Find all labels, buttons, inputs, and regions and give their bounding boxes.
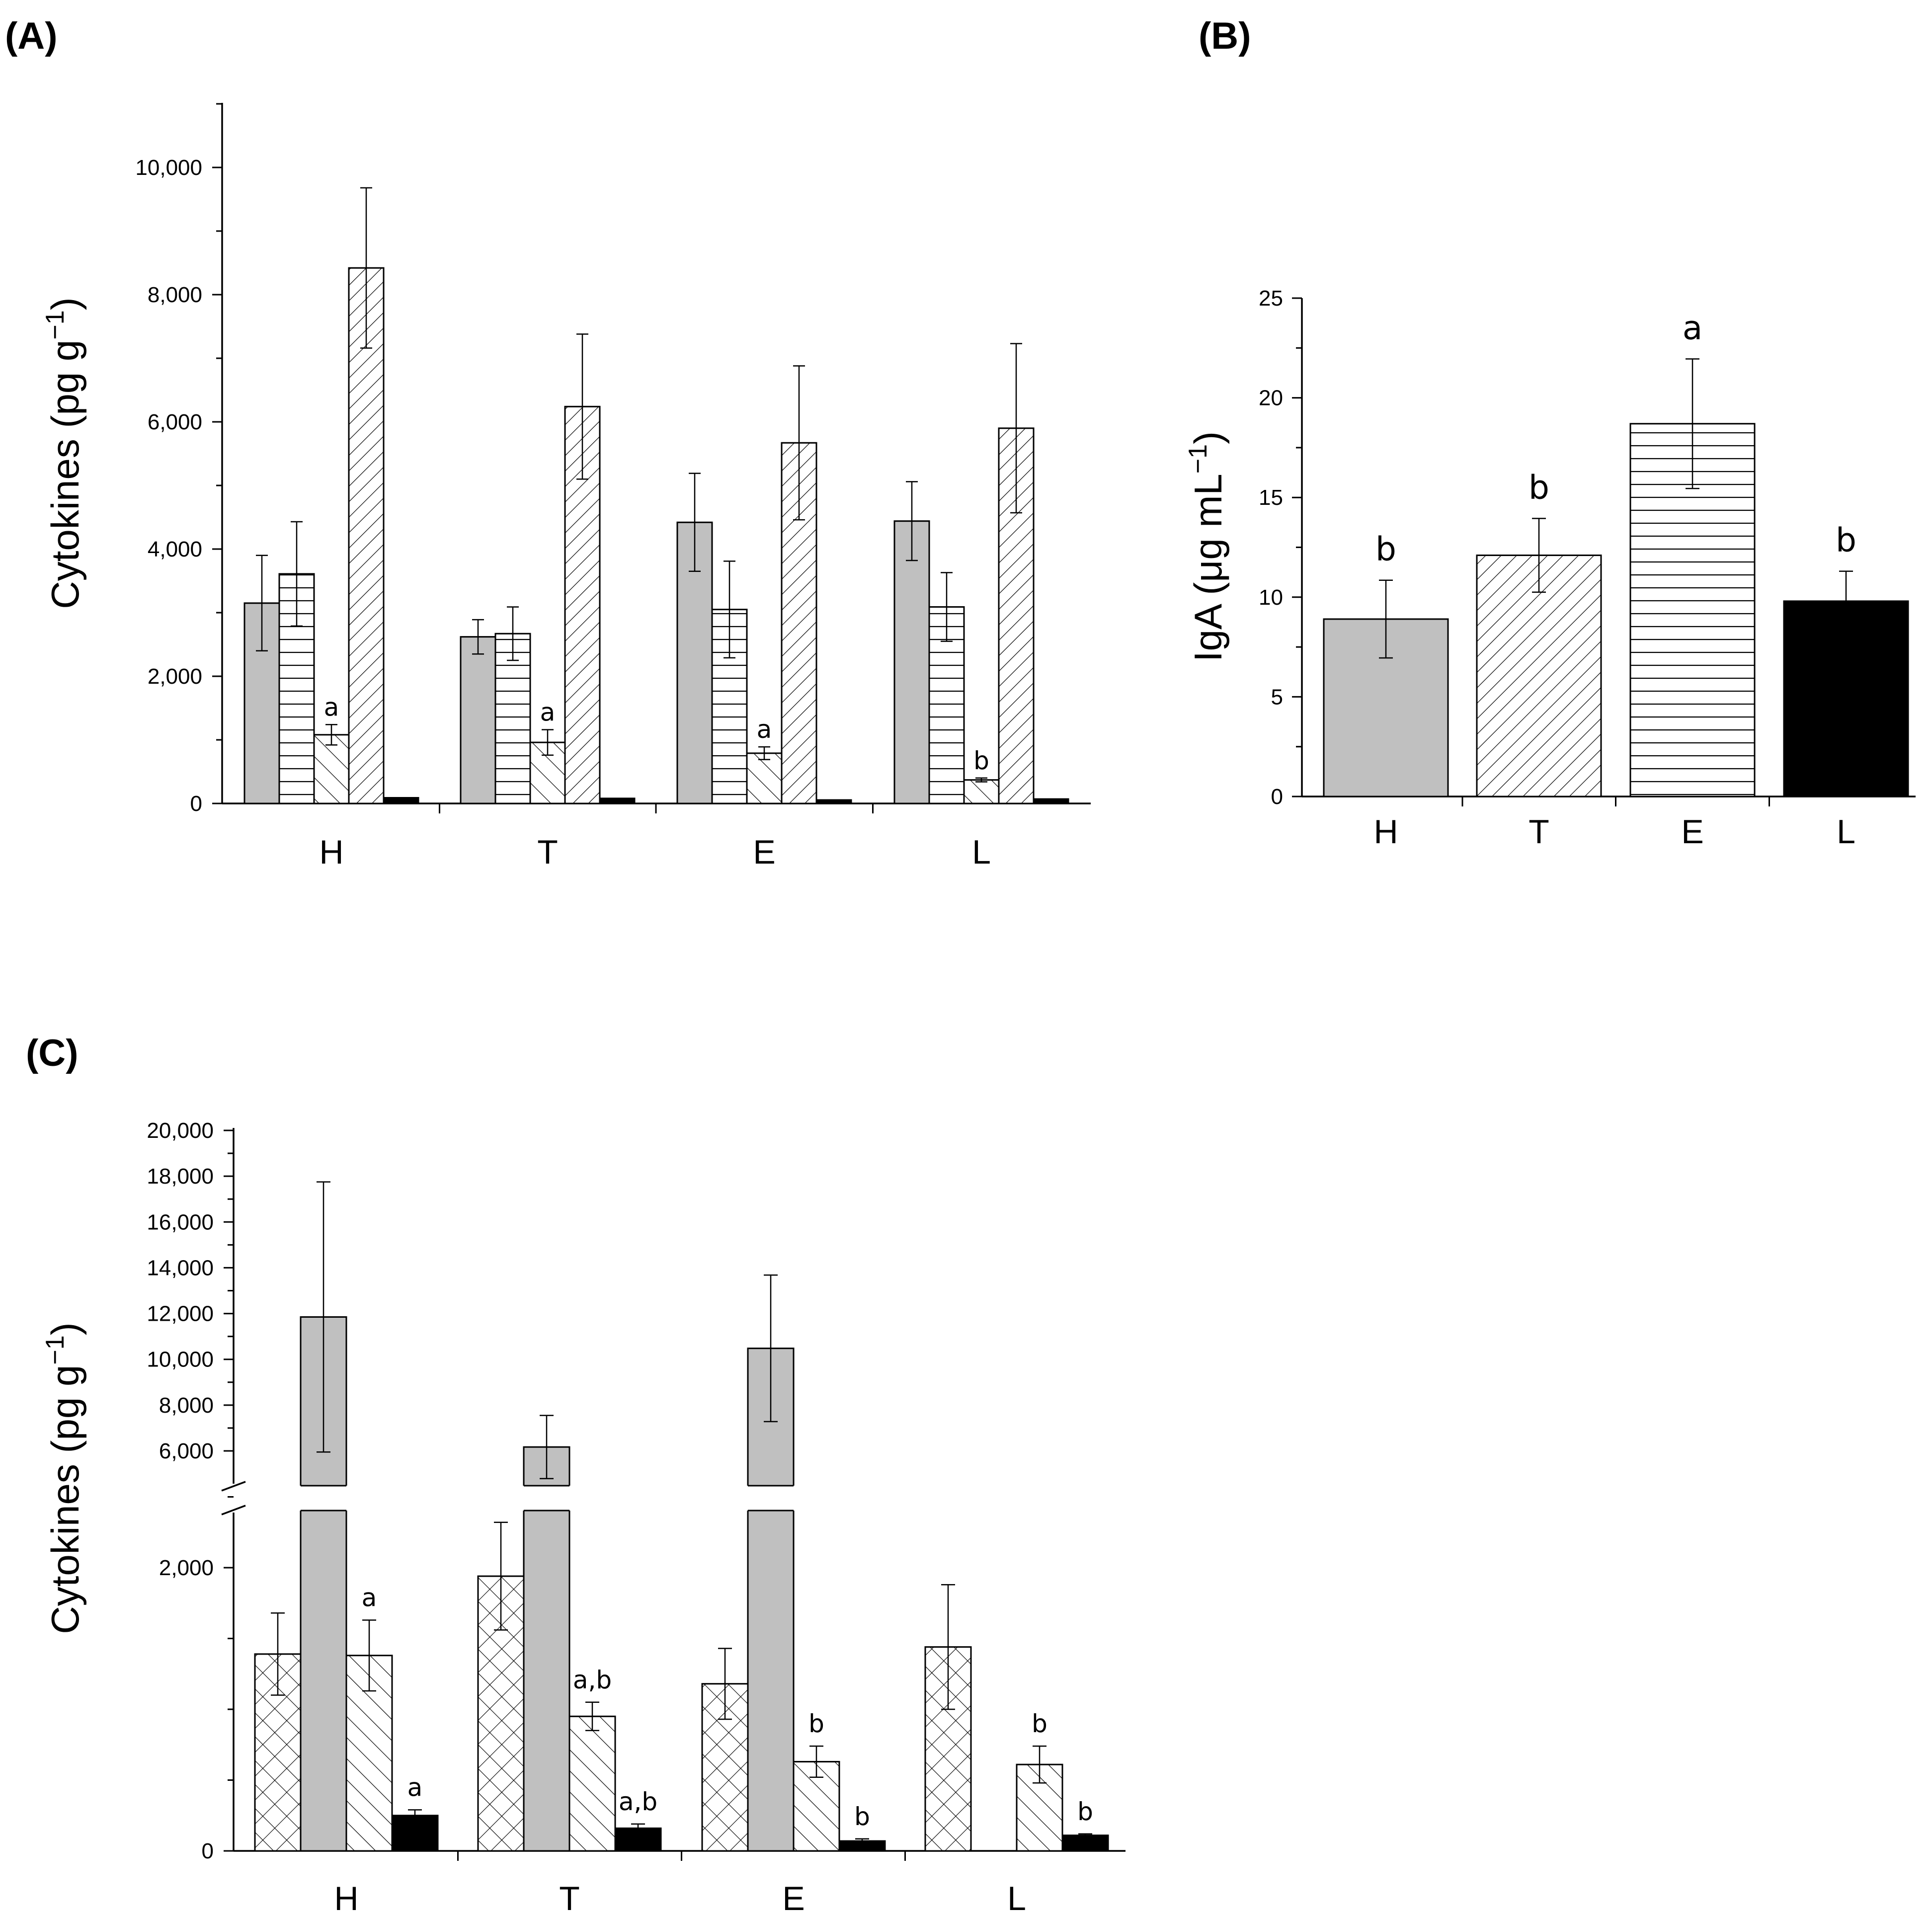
a-category-label: E xyxy=(753,833,775,871)
c-significance-letter: b xyxy=(1032,1709,1047,1738)
b-significance-letter: b xyxy=(1836,521,1856,559)
c-bar xyxy=(747,1348,795,1852)
panel-c-label: (C) xyxy=(26,1032,79,1074)
c-significance-letter: b xyxy=(808,1709,824,1738)
b-category-label: E xyxy=(1681,813,1703,851)
c-y-tick-label: 14,000 xyxy=(147,1256,214,1280)
c-y-axis-title: Cytokines (pg g−1) xyxy=(41,1322,87,1634)
c-y-tick-label: 8,000 xyxy=(159,1393,214,1418)
a-category-label: T xyxy=(537,833,558,871)
b-y-tick-label: 0 xyxy=(1271,785,1283,809)
a-y-tick-label: 6,000 xyxy=(148,410,202,434)
a-significance-letter: a xyxy=(324,693,339,721)
a-bar xyxy=(460,636,496,804)
c-bar xyxy=(523,1446,570,1852)
c-bar xyxy=(1061,1835,1109,1852)
b-y-tick-label: 5 xyxy=(1271,685,1283,709)
b-significance-letter: a xyxy=(1683,309,1702,347)
c-category-label: H xyxy=(334,1880,358,1915)
c-significance-letter: a xyxy=(362,1583,377,1612)
a-bar xyxy=(963,779,1000,804)
b-significance-letter: b xyxy=(1375,530,1396,568)
c-y-tick-label: 6,000 xyxy=(159,1439,214,1463)
a-y-tick-label: 2,000 xyxy=(148,664,202,689)
c-category-label: T xyxy=(559,1880,580,1915)
a-y-tick-label: 0 xyxy=(190,792,202,816)
panel-b-label: (B) xyxy=(1199,15,1251,57)
c-significance-letter: a,b xyxy=(619,1787,657,1816)
a-bar xyxy=(1033,798,1069,804)
b-y-tick-label: 25 xyxy=(1259,286,1283,311)
a-category-label: H xyxy=(319,833,343,871)
b-y-tick-label: 20 xyxy=(1259,386,1283,410)
b-y-axis-title: IgA (μg mL−1) xyxy=(1184,431,1230,662)
b-y-tick-label: 15 xyxy=(1259,485,1283,510)
a-bar xyxy=(893,520,930,804)
c-y-tick-label: 12,000 xyxy=(147,1302,214,1326)
c-significance-letter: b xyxy=(1077,1797,1093,1826)
c-category-label: E xyxy=(782,1880,805,1915)
c-bar xyxy=(568,1715,616,1852)
c-bar-break-gap xyxy=(746,1486,795,1511)
c-significance-letter: a xyxy=(407,1773,423,1802)
c-bar xyxy=(1016,1763,1063,1852)
c-bar-break-gap xyxy=(522,1486,571,1511)
c-axis-break-mark xyxy=(221,1481,246,1492)
a-bar xyxy=(815,799,852,804)
a-significance-letter: a xyxy=(540,698,556,727)
a-bar xyxy=(746,752,783,804)
chart-b: 0 5 10 15 20 25 H T E Lb b a b IgA (μg mL−1) xyxy=(1184,286,1916,851)
b-category-label: H xyxy=(1373,813,1398,851)
chart-a: 0 2,000 4,000 6,000 8,000 10,000 H T E La a a b Cytok… xyxy=(41,103,1091,871)
a-bar xyxy=(599,798,636,804)
a-bar xyxy=(313,734,350,804)
c-y-tick-label: 10,000 xyxy=(147,1348,214,1372)
c-category-label: L xyxy=(1007,1880,1026,1915)
a-bar xyxy=(348,267,385,804)
c-significance-letter: a,b xyxy=(573,1666,612,1694)
a-y-axis-title: Cytokines (pg g−1) xyxy=(41,297,87,609)
b-bar xyxy=(1783,600,1909,798)
a-significance-letter: b xyxy=(973,746,989,775)
c-bar-break-gap xyxy=(299,1486,348,1511)
c-y-tick-label: 20,000 xyxy=(147,1118,214,1143)
a-category-label: L xyxy=(972,833,991,871)
c-axis-break-mark xyxy=(221,1505,246,1516)
b-category-label: T xyxy=(1529,813,1549,851)
a-bar xyxy=(383,797,419,804)
a-y-tick-label: 8,000 xyxy=(148,283,202,307)
a-y-tick-label: 4,000 xyxy=(148,537,202,561)
a-y-tick-label: 10,000 xyxy=(135,156,202,180)
panel-a-label: (A) xyxy=(5,15,58,57)
b-y-tick-label: 10 xyxy=(1259,585,1283,610)
c-y-tick-label: 16,000 xyxy=(147,1210,214,1234)
b-category-label: L xyxy=(1837,813,1855,851)
a-bar xyxy=(494,633,531,804)
chart-c: 0 2,000 6,000 8,000 10,000 12,000 14,000 16,000… xyxy=(41,1118,1126,1915)
b-significance-letter: b xyxy=(1529,468,1549,506)
c-significance-letter: b xyxy=(854,1802,870,1831)
a-significance-letter: a xyxy=(757,715,772,744)
c-y-tick-label: 2,000 xyxy=(159,1556,214,1580)
c-y-tick-label: 18,000 xyxy=(147,1164,214,1189)
b-bar xyxy=(1476,555,1602,798)
c-y-tick-label: 0 xyxy=(202,1839,214,1863)
